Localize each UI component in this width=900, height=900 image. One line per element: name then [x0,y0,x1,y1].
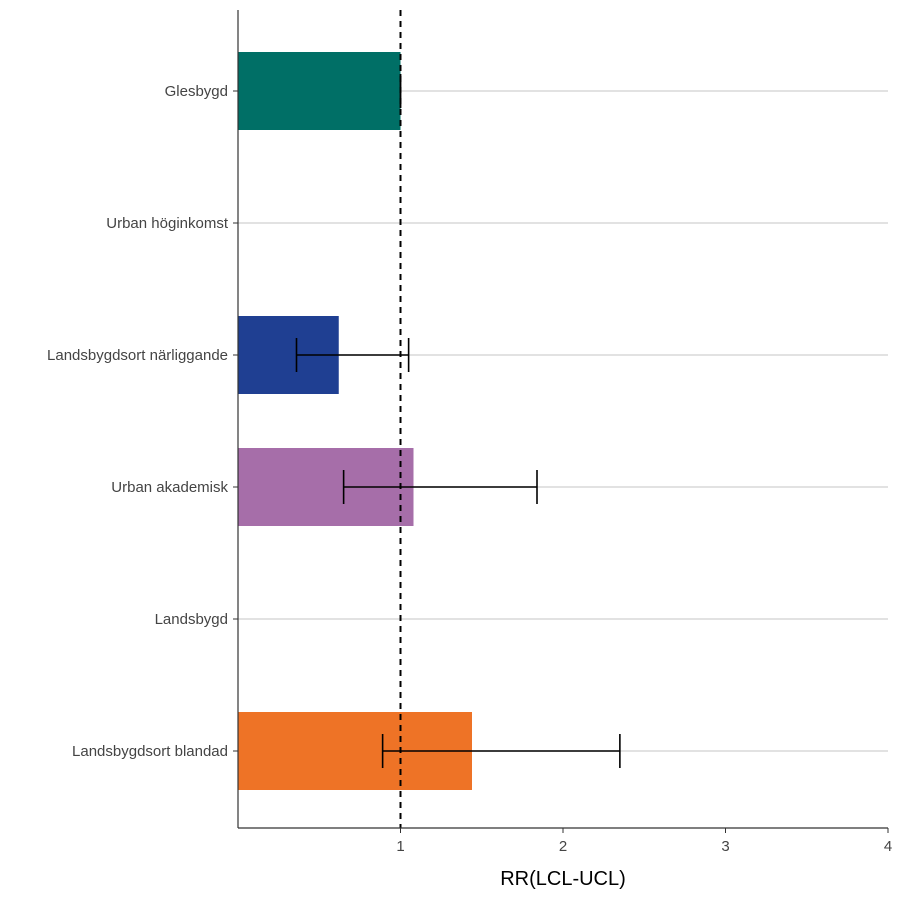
grid-lines [238,90,888,752]
error-bars [295,74,621,768]
y-axis-labels: Glesbygd Urban höginkomst Landsbygdsort nä… [47,83,229,760]
y-tick-label: Urban höginkomst [106,215,229,232]
y-tick-label: Landsbygdsort blandad [72,743,228,760]
x-tick-label: 2 [559,838,567,855]
y-tick-label: Landsbygd [155,611,228,628]
x-axis-ticks: 1 2 3 4 [396,828,892,855]
x-tick-label: 1 [396,838,404,855]
y-tick-label: Glesbygd [165,83,228,100]
x-tick-label: 3 [721,838,729,855]
x-axis-title: RR(LCL-UCL) [500,868,626,890]
x-tick-label: 4 [884,838,892,855]
bar [238,52,401,130]
bars [238,52,472,790]
axes [233,10,888,829]
y-tick-label: Urban akademisk [111,479,228,496]
y-tick-label: Landsbygdsort närliggande [47,347,228,364]
